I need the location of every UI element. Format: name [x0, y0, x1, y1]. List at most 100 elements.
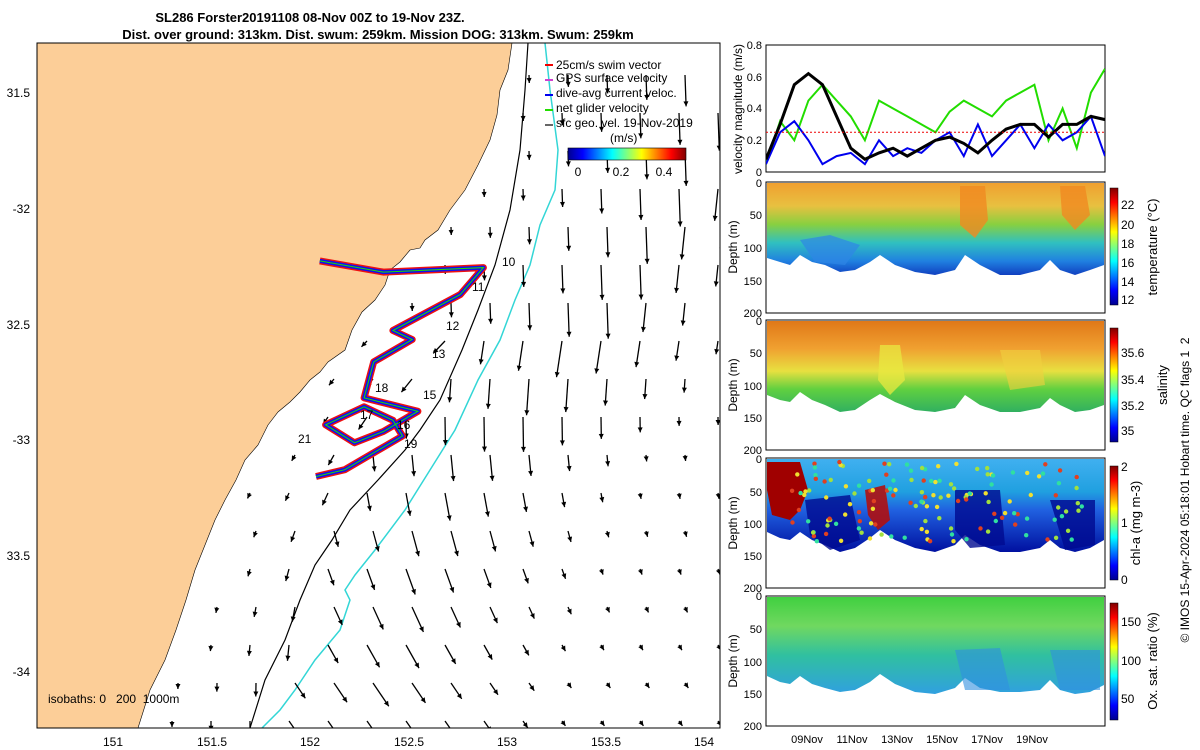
arrow-head	[634, 361, 640, 368]
chla-sample-dot	[811, 533, 817, 539]
current-arrow	[483, 720, 490, 728]
day-label: 15	[423, 388, 437, 402]
arrow-head	[523, 506, 529, 512]
arrow-head	[644, 682, 650, 688]
chla-sample-dot	[937, 516, 942, 521]
salinity-cbar-tick: 35.4	[1121, 373, 1145, 387]
map-colorbar	[567, 147, 687, 161]
chla-sample-dot	[955, 498, 961, 504]
arrow-head	[679, 254, 685, 260]
arrow-head	[420, 697, 426, 703]
arrow-head	[722, 456, 727, 461]
chla-sample-dot	[889, 534, 894, 539]
velocity-panel: velocity magnitude (m/s) 0 0.2 0.4 0.6 0…	[731, 40, 1106, 179]
arrow-head	[371, 466, 377, 472]
arrow-head	[333, 657, 339, 664]
chla-cbar-tick: 2	[1121, 460, 1128, 474]
legend-sfc: sfc geo. vel. 19-Nov-2019	[556, 116, 693, 130]
chla-sample-dot	[891, 493, 896, 498]
chla-sample-dot	[1013, 522, 1018, 527]
chla-sample-dot	[825, 523, 830, 528]
chla-sample-dot	[1012, 511, 1017, 516]
arrow-head	[366, 505, 372, 512]
chla-sample-dot	[857, 519, 862, 524]
arrow-head	[374, 661, 380, 668]
legend-dive: dive-avg current veloc.	[556, 86, 677, 100]
arrow-head	[175, 683, 181, 689]
arrow-head	[208, 645, 214, 652]
arrow-head	[680, 320, 686, 326]
chla-panel: Depth (m) 0 50 100 150 200 2 1 0 chl-a (…	[726, 454, 1143, 595]
salinity-y-ticks: 0 50 100 150 200	[744, 316, 762, 457]
current-arrow	[567, 302, 570, 337]
arrow-head	[559, 440, 565, 446]
chla-sample-dot	[990, 473, 996, 478]
chla-sample-dot	[810, 530, 816, 535]
arrow-head	[208, 725, 214, 728]
arrow-head	[683, 180, 689, 186]
arrow-head	[560, 288, 566, 294]
temperature-cbar-tick: 16	[1121, 256, 1135, 270]
chla-cbar-ticks: 2 1 0	[1121, 460, 1128, 587]
arrow-head	[638, 644, 643, 651]
day-label: 10	[502, 255, 516, 269]
salinity-y-tick: 150	[744, 413, 762, 425]
chla-y-tick: 100	[744, 519, 762, 531]
arrow-head	[406, 510, 412, 516]
arrow-head	[528, 470, 534, 476]
chla-sample-dot	[946, 493, 951, 498]
chla-sample-dot	[927, 539, 933, 544]
chla-sample-dot	[1063, 509, 1069, 514]
oxygen-cbar-ticks: 150 100 50	[1121, 615, 1141, 706]
chla-sample-dot	[909, 477, 914, 483]
salinity-fresh-patch	[1000, 350, 1045, 390]
chla-sample-dot	[813, 472, 818, 478]
chla-sample-dot	[999, 515, 1005, 520]
map-y-ticks: 31.5 -32 32.5 -33 33.5 -34	[7, 86, 31, 679]
arrow-head	[677, 221, 683, 227]
arrow-head	[361, 341, 367, 347]
arrow-head	[683, 682, 689, 688]
arrow-head	[681, 387, 687, 393]
salinity-cbar-tick: 35.2	[1121, 399, 1145, 413]
chla-sample-dot	[1028, 492, 1034, 498]
chla-sample-dot	[985, 465, 990, 471]
arrow-head	[676, 493, 682, 499]
salinity-section	[767, 321, 1104, 412]
salinity-colorbar	[1109, 327, 1119, 443]
arrow-head	[485, 403, 491, 409]
oxygen-y-tick: 0	[756, 591, 762, 603]
arrow-head	[637, 427, 643, 433]
chla-sample-dot	[795, 472, 800, 477]
arrow-head	[723, 181, 728, 186]
isobath-text: isobaths: 0 200 1000m	[48, 692, 179, 706]
chla-sample-dot	[985, 472, 990, 477]
arrow-head	[454, 550, 459, 557]
arrow-head	[716, 645, 720, 650]
chla-sample-dot	[964, 497, 969, 502]
arrow-head	[484, 511, 490, 517]
chla-sample-dot	[919, 499, 924, 504]
arrow-head	[450, 730, 455, 736]
current-arrow	[444, 720, 451, 728]
oxygen-cbar-tick: 150	[1121, 615, 1141, 629]
velocity-line	[766, 71, 1105, 162]
map-y-tick: -34	[13, 665, 31, 679]
chla-sample-dot	[884, 472, 889, 477]
map-x-tick: 151.5	[197, 735, 227, 749]
current-arrow	[565, 378, 569, 413]
arrow-head	[478, 359, 484, 365]
chla-sample-dot	[856, 483, 862, 488]
chla-sample-dot	[1056, 505, 1061, 510]
arrow-head	[456, 693, 462, 699]
arrow-head	[566, 682, 572, 688]
title-line2: Dist. over ground: 313km. Dist. swum: 25…	[122, 27, 634, 42]
arrow-head	[566, 465, 572, 472]
chla-sample-dot	[873, 522, 878, 527]
velocity-ylabel: velocity magnitude (m/s)	[731, 44, 745, 174]
salinity-y-tick: 100	[744, 381, 762, 393]
arrow-head	[682, 455, 688, 461]
chla-sample-dot	[823, 531, 829, 537]
temperature-colorbar	[1109, 187, 1119, 306]
